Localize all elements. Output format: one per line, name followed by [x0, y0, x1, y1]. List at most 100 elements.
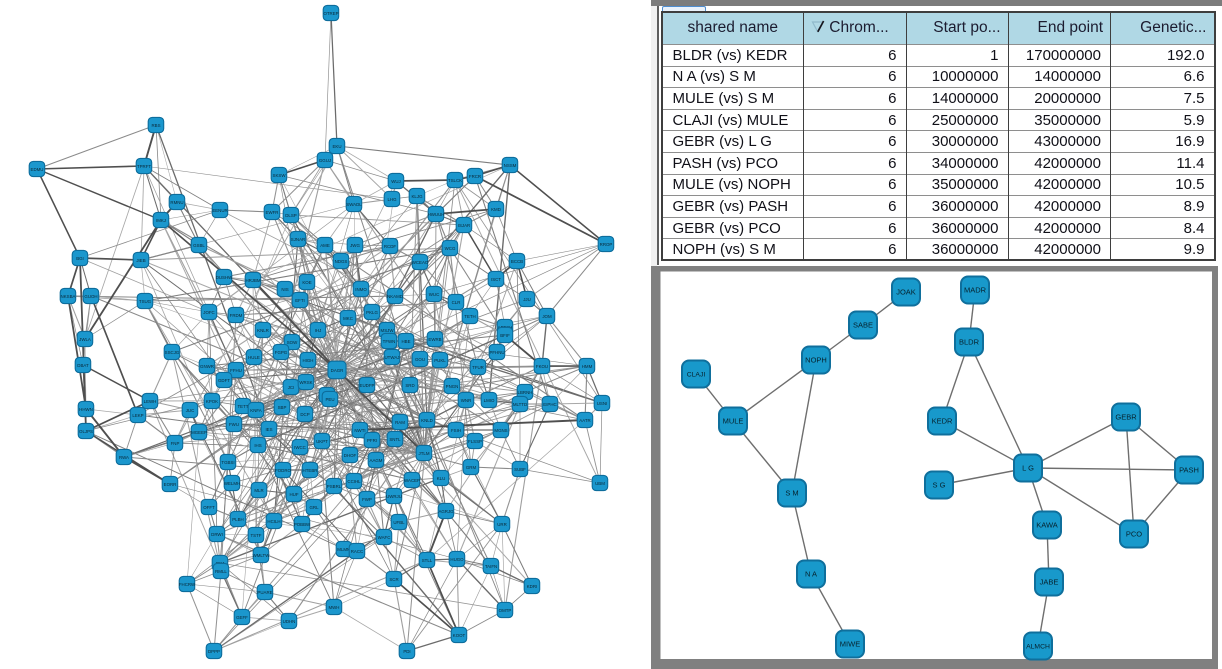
svg-text:JJU: JJU	[523, 297, 531, 302]
svg-text:DPPP: DPPP	[208, 649, 220, 654]
svg-text:WCEAO: WCEAO	[412, 260, 429, 265]
svg-text:KLJG: KLJG	[412, 194, 424, 199]
svg-text:AATR: AATR	[579, 418, 590, 423]
svg-text:GNWR: GNWR	[200, 364, 214, 369]
svg-text:PCO: PCO	[1126, 530, 1142, 539]
svg-text:PFRI: PFRI	[367, 438, 377, 443]
svg-text:UKPT: UKPT	[316, 439, 328, 444]
svg-text:JWLA: JWLA	[79, 337, 91, 342]
svg-text:HBE: HBE	[401, 339, 410, 344]
svg-text:IHS: IHS	[254, 443, 261, 448]
svg-text:PLBH: PLBH	[232, 517, 243, 522]
svg-text:HMM: HMM	[582, 364, 593, 369]
svg-text:LMIO: LMIO	[484, 398, 495, 403]
svg-text:DRWI: DRWI	[211, 532, 223, 537]
svg-text:NWTI: NWTI	[354, 428, 365, 433]
svg-text:JOM: JOM	[542, 314, 552, 319]
svg-text:AGRJG: AGRJG	[438, 509, 454, 514]
svg-text:GGUJ: GGUJ	[319, 158, 331, 163]
svg-text:MWH: MWH	[329, 605, 340, 610]
svg-text:KOE: KOE	[302, 280, 311, 285]
svg-text:TAIFN: TAIFN	[485, 564, 497, 569]
svg-text:FODRO: FODRO	[275, 468, 291, 473]
svg-text:CLAJI: CLAJI	[687, 372, 706, 379]
svg-text:KEDR: KEDR	[932, 417, 953, 426]
svg-text:EENUR: EENUR	[212, 208, 227, 213]
svg-text:FKOU: FKOU	[536, 364, 548, 369]
svg-text:GEBR: GEBR	[1115, 413, 1137, 422]
svg-text:JOFC: JOFC	[203, 310, 214, 315]
svg-text:TFWN: TFWN	[383, 339, 396, 344]
svg-text:EWRB: EWRB	[428, 337, 441, 342]
svg-text:ALMCH: ALMCH	[1026, 644, 1050, 651]
svg-text:STLL: STLL	[422, 558, 433, 563]
svg-text:JCI: JCI	[288, 385, 295, 390]
svg-text:IES: IES	[265, 427, 272, 432]
svg-text:MGEEP: MGEEP	[191, 430, 207, 435]
svg-text:PNGN: PNGN	[446, 384, 459, 389]
svg-text:FGPG: FGPG	[275, 350, 288, 355]
svg-text:GOU: GOU	[415, 357, 425, 362]
svg-text:NSSM: NSSM	[504, 163, 517, 168]
svg-text:MADR: MADR	[964, 286, 987, 295]
svg-text:NKSBA: NKSBA	[61, 294, 76, 299]
svg-text:FWU: FWU	[229, 422, 239, 427]
svg-text:CCIHL: CCIHL	[347, 479, 361, 484]
svg-text:JOAK: JOAK	[896, 288, 916, 297]
svg-text:DUSHW: DUSHW	[216, 275, 233, 280]
svg-text:HHWN: HHWN	[79, 407, 93, 412]
svg-text:DHOF: DHOF	[344, 453, 357, 458]
svg-text:HUGO: HUGO	[450, 557, 464, 562]
svg-text:FFHU: FFHU	[230, 368, 242, 373]
svg-text:UTWAJ: UTWAJ	[385, 355, 400, 360]
svg-text:BGI: BGI	[76, 256, 84, 261]
svg-text:RROP: RROP	[600, 242, 613, 247]
svg-text:HIGH: HIGH	[303, 358, 314, 363]
svg-text:FWP: FWP	[362, 497, 372, 502]
svg-text:SUBF: SUBF	[514, 467, 526, 472]
svg-text:RBS: RBS	[151, 123, 160, 128]
svg-text:TSLCK: TSLCK	[448, 178, 462, 183]
svg-text:SBP: SBP	[278, 405, 287, 410]
svg-text:KNLD: KNLD	[421, 418, 433, 423]
svg-text:N A: N A	[805, 570, 817, 579]
svg-text:OFFT: OFFT	[203, 505, 215, 510]
svg-text:EFTI: EFTI	[295, 298, 305, 303]
svg-text:PEU: PEU	[325, 397, 334, 402]
svg-text:POBBW: POBBW	[294, 522, 311, 527]
svg-text:WELMH: WELMH	[224, 481, 240, 486]
svg-text:SSCJG: SSCJG	[165, 350, 180, 355]
svg-text:MULE: MULE	[723, 417, 744, 426]
svg-text:IHJ: IHJ	[315, 328, 322, 333]
svg-text:SABE: SABE	[853, 321, 873, 330]
svg-text:FLSSP: FLSSP	[468, 439, 482, 444]
svg-text:UBM: UBM	[595, 481, 605, 486]
svg-text:TETH: TETH	[464, 314, 475, 319]
svg-text:UDHN: UDHN	[283, 619, 296, 624]
svg-text:WCG: WCG	[445, 246, 456, 251]
svg-text:HUF: HUF	[289, 492, 298, 497]
svg-text:RCDF: RCDF	[384, 244, 397, 249]
svg-text:TSTF: TSTF	[251, 533, 262, 538]
svg-text:KAWA: KAWA	[1036, 521, 1058, 530]
svg-text:PUKL: PUKL	[434, 358, 446, 363]
svg-text:JTLM: JTLM	[419, 451, 430, 456]
svg-text:TFUR: TFUR	[472, 365, 484, 370]
svg-text:TPRFT: TPRFT	[137, 164, 151, 169]
svg-text:AAGM: AAGM	[370, 458, 383, 463]
svg-text:PKLG: PKLG	[366, 310, 378, 315]
svg-text:FHCRW: FHCRW	[179, 582, 196, 587]
svg-text:SJNAR: SJNAR	[291, 237, 305, 242]
svg-text:NDGS: NDGS	[335, 259, 348, 264]
svg-text:SWADL: SWADL	[346, 202, 362, 207]
svg-text:GEFF: GEFF	[236, 615, 248, 620]
svg-text:BCCB: BCCB	[511, 259, 523, 264]
svg-text:RWA: RWA	[119, 455, 129, 460]
svg-text:OLJPS: OLJPS	[79, 429, 93, 434]
svg-text:GRM: GRM	[466, 465, 477, 470]
svg-text:S G: S G	[933, 481, 946, 490]
svg-text:JIEB: JIEB	[136, 258, 145, 263]
svg-text:SCR: SCR	[389, 577, 398, 582]
svg-text:DLSP: DLSP	[285, 213, 297, 218]
svg-text:MLTTD: MLTTD	[513, 402, 527, 407]
